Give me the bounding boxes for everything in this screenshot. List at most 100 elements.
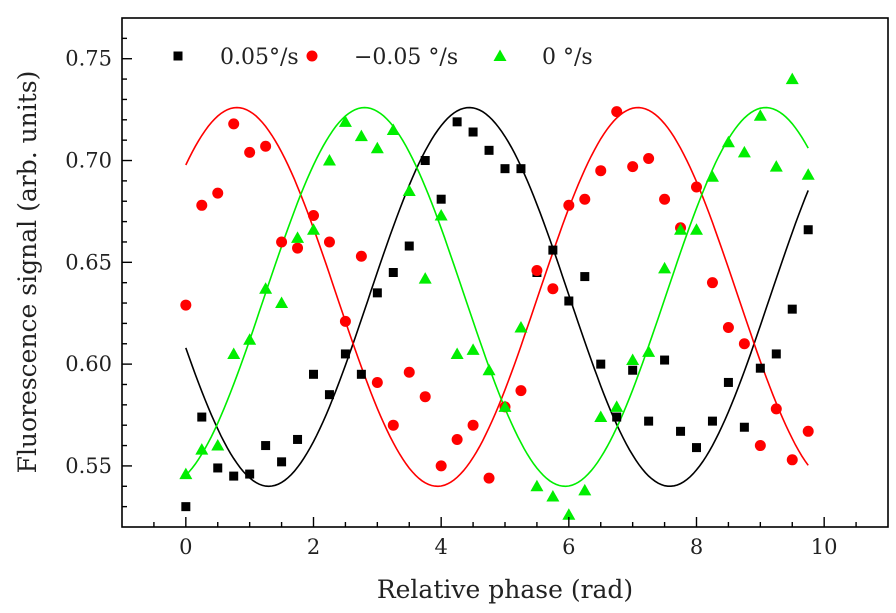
data-point-circle (483, 472, 495, 484)
data-point-circle (212, 187, 224, 199)
data-point-square (484, 145, 494, 155)
data-point-circle (276, 236, 288, 248)
data-point-square (676, 426, 686, 436)
data-point-triangle (498, 400, 512, 412)
data-point-triangle (610, 400, 624, 412)
axis-ticks: 0 2 4 6 8 10 0.55 0.60 0.65 0.70 0.75 (65, 37, 857, 559)
data-point-triangle (578, 483, 592, 496)
data-point-square (309, 369, 318, 379)
data-point-circle (180, 299, 192, 311)
data-point-triangle (179, 467, 193, 480)
data-point-circle (419, 391, 431, 403)
data-point-square (468, 127, 478, 137)
data-point-circle (531, 264, 543, 276)
data-point-circle (659, 193, 671, 205)
data-point-square (324, 390, 334, 400)
data-point-triangle (243, 333, 257, 345)
data-point-circle (387, 419, 399, 431)
data-point-square (245, 469, 255, 479)
y-tick-label: 0.55 (65, 454, 112, 478)
data-point-circle (722, 321, 734, 333)
legend-label: 0 °/s (542, 45, 593, 70)
data-point-circle (547, 283, 559, 295)
data-point-square (500, 164, 510, 174)
data-point-triangle (753, 109, 767, 121)
data-point-square (803, 225, 813, 235)
fit-curves (185, 106, 809, 488)
data-point-square (564, 296, 574, 306)
data-point-circle (244, 146, 256, 158)
data-point-square (340, 349, 350, 359)
x-tick-label: 0 (179, 535, 192, 559)
data-point-square (261, 441, 271, 451)
data-point-triangle (482, 363, 496, 376)
data-point-triangle (386, 123, 400, 135)
data-point-triangle (594, 410, 608, 423)
legend-label: 0.05°/s (220, 45, 299, 70)
data-point-triangle (658, 261, 672, 274)
legend-marker-triangle (493, 49, 507, 61)
data-point-triangle (737, 145, 751, 158)
data-point-circle (691, 181, 702, 193)
data-point-square (277, 457, 287, 467)
data-point-triangle (338, 115, 352, 127)
data-point-triangle (402, 184, 416, 197)
data-point-circle (515, 385, 527, 397)
plot-frame (121, 17, 889, 528)
data-point-square (197, 412, 207, 422)
data-point-square (229, 471, 239, 481)
data-point-square (404, 241, 414, 251)
data-point-triangle (195, 443, 209, 455)
data-point-circle (595, 165, 607, 177)
data-point-square (628, 365, 638, 375)
legend-label: −0.05 °/s (354, 45, 458, 70)
data-point-square (420, 156, 430, 166)
data-point-circle (770, 403, 782, 415)
data-point-triangle (370, 141, 384, 154)
data-point-triangle (562, 508, 576, 520)
y-tick-label: 0.70 (65, 149, 112, 173)
data-point-triangle (275, 296, 289, 309)
y-tick-label: 0.65 (65, 250, 112, 274)
x-tick-label: 4 (434, 535, 447, 559)
data-point-square (548, 245, 558, 255)
data-point-square (356, 369, 366, 379)
data-point-circle (323, 236, 335, 248)
data-point-triangle (211, 439, 225, 451)
data-point-circle (371, 376, 383, 388)
data-point-circle (435, 460, 447, 472)
data-point-triangle (801, 168, 815, 180)
data-point-square (181, 502, 191, 512)
data-point-triangle (530, 479, 544, 492)
data-point-circle (308, 209, 319, 221)
data-point-circle (802, 425, 814, 437)
data-point-triangle (307, 223, 320, 235)
data-point-square (739, 422, 749, 432)
y-axis-label: Fluorescence signal (arb. units) (13, 71, 42, 474)
data-point-circle (706, 277, 718, 289)
legend: 0.05°/s −0.05 °/s 0 °/s (173, 45, 593, 70)
data-point-square (372, 288, 382, 298)
y-tick-label: 0.75 (65, 47, 112, 71)
data-point-triangle (291, 231, 305, 243)
data-point-square (516, 164, 526, 174)
data-point-triangle (705, 170, 719, 182)
data-point-circle (467, 419, 479, 431)
fit-curve-2 (185, 106, 809, 488)
data-point-triangle (546, 489, 560, 502)
data-point-triangle (721, 135, 735, 148)
data-point-square (596, 359, 606, 369)
data-point-square (436, 194, 446, 204)
legend-marker-circle (306, 50, 318, 62)
data-point-triangle (354, 129, 368, 142)
data-point-circle (292, 242, 304, 254)
x-axis-label: Relative phase (rad) (377, 575, 633, 604)
data-point-square (644, 416, 654, 426)
data-point-square (787, 304, 797, 314)
fit-curve-3 (185, 106, 809, 488)
data-point-circle (754, 440, 766, 452)
x-tick-label: 10 (811, 535, 838, 559)
data-point-square (755, 363, 765, 373)
data-point-circle (611, 106, 623, 118)
